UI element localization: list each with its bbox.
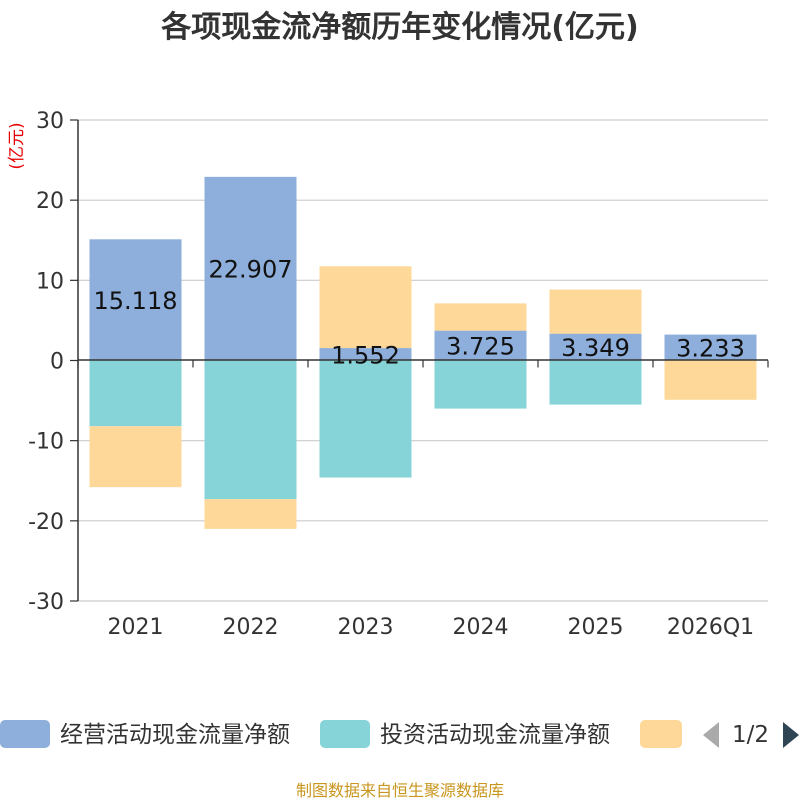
bar-operating xyxy=(664,334,757,361)
y-axis-label: (亿元) xyxy=(7,122,27,169)
bar-operating xyxy=(434,330,527,361)
legend: 经营活动现金流量净额 投资活动现金流量净额 1/2 xyxy=(0,720,799,748)
y-tick-label: 0 xyxy=(50,350,64,375)
bar-investing xyxy=(89,360,182,427)
bar-financing xyxy=(549,289,642,334)
bar-investing xyxy=(549,360,642,405)
data-label-operating: 15.118 xyxy=(94,287,178,315)
legend-prev-page-icon[interactable] xyxy=(703,722,719,748)
bar-operating xyxy=(319,348,412,361)
x-tick-label: 2021 xyxy=(108,615,164,640)
y-tick-label: 10 xyxy=(36,269,64,294)
bar-investing xyxy=(204,360,297,500)
y-tick-label: -30 xyxy=(28,590,64,615)
legend-label-investing: 投资活动现金流量净额 xyxy=(380,722,610,748)
legend-label-operating: 经营活动现金流量净额 xyxy=(60,722,290,748)
grid-lines xyxy=(70,119,769,602)
bar-operating xyxy=(89,239,182,361)
x-tick-label: 2026Q1 xyxy=(667,615,754,640)
bar-investing xyxy=(434,360,527,409)
data-label-operating: 3.725 xyxy=(446,333,515,361)
bar-operating xyxy=(204,176,297,361)
data-labels: 15.118 22.907 1.552 3.725 3.349 3.233 xyxy=(94,256,745,370)
legend-item-financing[interactable] xyxy=(640,720,682,748)
legend-swatch-operating xyxy=(0,720,50,748)
x-tick-label: 2023 xyxy=(338,615,394,640)
source-note: 制图数据来自恒生聚源数据库 xyxy=(296,781,504,800)
data-label-operating: 3.349 xyxy=(561,334,630,362)
x-tick-label: 2022 xyxy=(223,615,279,640)
x-tick-label: 2025 xyxy=(568,615,624,640)
bar-financing xyxy=(664,360,757,400)
y-tick-label: -10 xyxy=(28,430,64,455)
legend-next-page-icon[interactable] xyxy=(783,722,799,748)
y-tick-label: 20 xyxy=(36,189,64,214)
legend-page-indicator: 1/2 xyxy=(732,722,769,748)
y-tick-labels: 30 20 10 0 -10 -20 -30 xyxy=(28,109,64,615)
legend-swatch-investing xyxy=(320,720,370,748)
x-tick-label: 2024 xyxy=(453,615,509,640)
bar-financing xyxy=(204,499,297,529)
data-label-operating: 1.552 xyxy=(331,341,400,369)
axes xyxy=(77,120,768,601)
bar-financing xyxy=(319,266,412,349)
legend-swatch-financing xyxy=(640,720,682,748)
x-tick-labels: 2021 2022 2023 2024 2025 2026Q1 xyxy=(108,615,755,640)
y-tick-label: -20 xyxy=(28,510,64,535)
bar-investing xyxy=(319,360,412,478)
bar-financing xyxy=(434,303,527,331)
data-label-operating: 22.907 xyxy=(209,256,293,284)
legend-item-investing[interactable]: 投资活动现金流量净额 xyxy=(320,720,610,748)
bar-operating xyxy=(549,333,642,361)
bars xyxy=(89,176,757,529)
bar-financing xyxy=(89,426,182,488)
y-tick-label: 30 xyxy=(36,109,64,134)
chart-title: 各项现金流净额历年变化情况(亿元) xyxy=(160,10,638,45)
legend-item-operating[interactable]: 经营活动现金流量净额 xyxy=(0,720,290,748)
data-label-operating: 3.233 xyxy=(676,335,745,363)
